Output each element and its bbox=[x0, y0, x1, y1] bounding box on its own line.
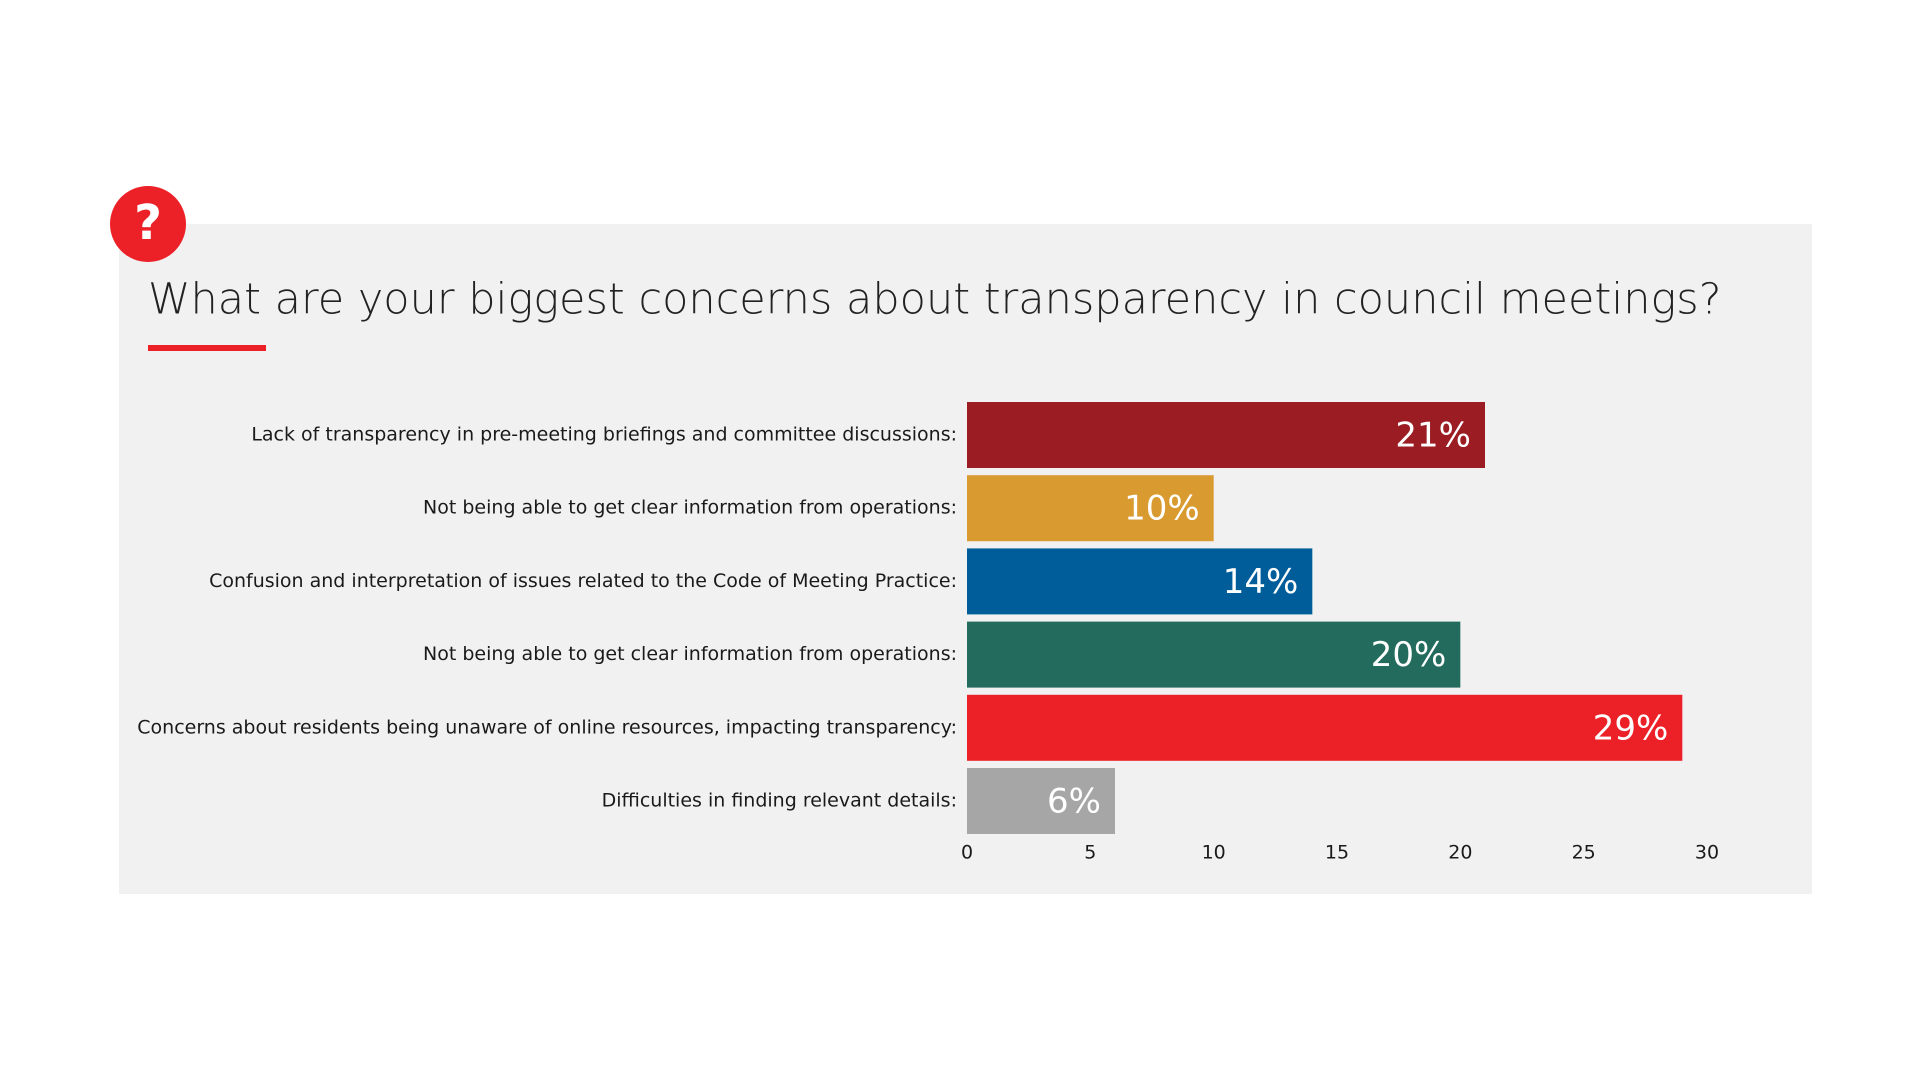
chart-title: What are your biggest concerns about tra… bbox=[148, 275, 1722, 325]
value-label: 20% bbox=[1371, 635, 1447, 675]
value-label: 14% bbox=[1223, 562, 1299, 602]
bar bbox=[967, 475, 1214, 542]
bar bbox=[967, 768, 1115, 834]
x-tick-label: 30 bbox=[1695, 842, 1719, 864]
y-tick-label: Concerns about residents being unaware o… bbox=[137, 716, 957, 738]
y-tick-label: Confusion and interpretation of issues r… bbox=[209, 570, 957, 592]
x-tick-label: 15 bbox=[1325, 842, 1349, 864]
bar bbox=[967, 694, 1683, 761]
x-tick-label: 20 bbox=[1448, 842, 1472, 864]
bar bbox=[967, 402, 1485, 468]
value-label: 6% bbox=[1047, 782, 1101, 822]
value-label: 21% bbox=[1395, 416, 1471, 456]
y-tick-label: Not being able to get clear information … bbox=[423, 497, 957, 519]
x-tick-label: 0 bbox=[961, 842, 973, 864]
question-icon bbox=[110, 186, 186, 262]
bar bbox=[967, 621, 1461, 688]
x-tick-label: 10 bbox=[1202, 842, 1226, 864]
bar bbox=[967, 548, 1313, 615]
x-tick-label: 25 bbox=[1572, 842, 1596, 864]
title-underline bbox=[148, 345, 266, 351]
y-tick-label: Not being able to get clear information … bbox=[423, 643, 957, 665]
value-label: 10% bbox=[1124, 489, 1200, 529]
panel bbox=[119, 224, 1812, 894]
question-mark: ? bbox=[134, 195, 162, 251]
x-tick-label: 5 bbox=[1084, 842, 1096, 864]
value-label: 29% bbox=[1593, 708, 1669, 748]
y-tick-label: Difficulties in finding relevant details… bbox=[602, 790, 957, 812]
y-tick-label: Lack of transparency in pre-meeting brie… bbox=[251, 424, 957, 446]
